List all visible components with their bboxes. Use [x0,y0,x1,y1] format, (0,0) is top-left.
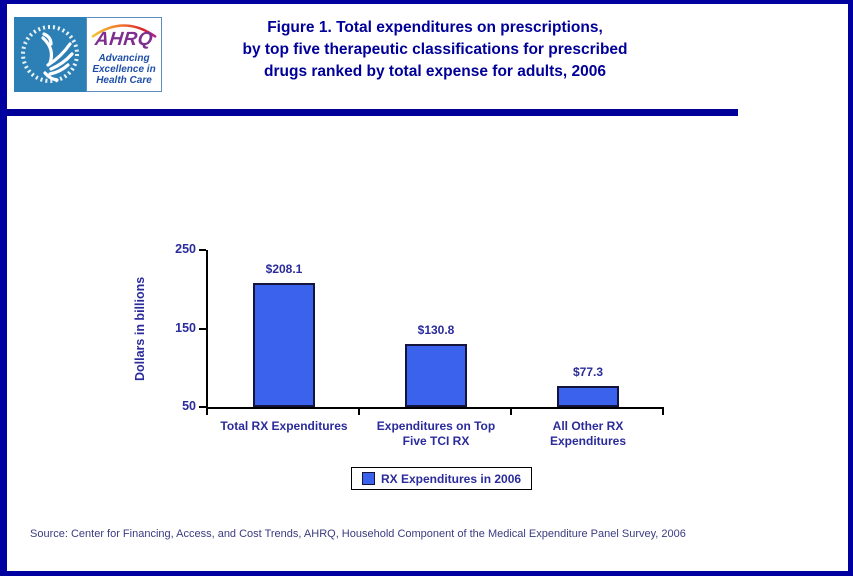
bar-value-label: $130.8 [417,322,455,337]
category-label-line: Expenditures on Top [376,419,496,433]
y-tick-label: 50 [182,399,196,413]
ahrq-tagline-line: Advancing [98,53,150,64]
y-tick-mark [199,249,206,251]
category-label-line: Expenditures [549,434,627,448]
y-tick-label: 250 [175,242,196,256]
category-label: Expenditures on Top Five TCI RX [356,419,516,449]
ahrq-tagline-line: Excellence in [92,64,156,75]
x-tick-mark [206,409,208,415]
legend-swatch-icon [362,472,375,485]
category-label-line: Five TCI RX [402,434,470,448]
x-tick-mark [662,409,664,415]
header-logo: AHRQ Advancing Excellence in Health Care [14,17,162,92]
x-axis-line [206,407,664,409]
chart-legend: RX Expenditures in 2006 [351,467,533,490]
x-tick-mark [358,409,360,415]
figure-title-line: Figure 1. Total expenditures on prescrip… [267,19,603,36]
y-tick-mark [199,406,206,408]
ahrq-logo: AHRQ Advancing Excellence in Health Care [86,17,162,92]
bar-chart: Dollars in billions RX Expenditures in 2… [7,4,848,571]
category-label: Total RX Expenditures [204,419,364,434]
source-note: Source: Center for Financing, Access, an… [30,528,686,540]
header-divider-bar [7,109,738,116]
bar [557,385,619,407]
ahrq-tagline-line: Health Care [96,75,152,86]
y-tick-label: 150 [175,320,196,335]
category-label: All Other RX Expenditures [508,419,668,449]
bar [253,282,315,407]
legend-label: RX Expenditures in 2006 [381,471,522,486]
bar-value-label: $77.3 [572,364,604,379]
x-tick-mark [510,409,512,415]
bar [405,343,467,407]
hhs-seal-icon [14,17,86,92]
figure-title-line: by top five therapeutic classifications … [242,41,628,58]
figure-title: Figure 1. Total expenditures on prescrip… [167,17,703,83]
y-axis-line [206,250,208,407]
category-label-line: All Other RX [552,419,624,433]
figure-title-line: drugs ranked by total expense for adults… [264,63,606,80]
y-axis-title: Dollars in billions [133,276,147,382]
hhs-eagle-icon [21,25,79,83]
category-label-line: Total RX Expenditures [220,419,348,433]
bar-value-label: $208.1 [265,261,303,276]
ahrq-tagline: Advancing Excellence in Health Care [92,53,155,86]
y-tick-mark [199,327,206,330]
ahrq-rainbow-arc-icon [91,24,157,38]
